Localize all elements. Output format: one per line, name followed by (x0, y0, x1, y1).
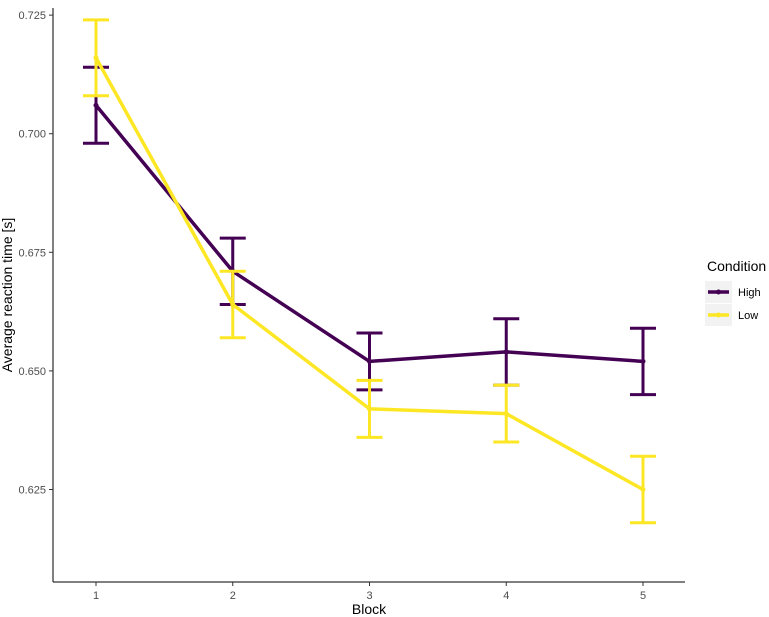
data-point-low (93, 55, 99, 61)
data-point-low (640, 486, 646, 492)
data-point-high (640, 358, 646, 364)
x-tick-label: 4 (503, 590, 509, 602)
legend-title: Condition (707, 258, 766, 274)
series-low (83, 18, 656, 525)
y-tick-label: 0.675 (18, 247, 46, 259)
y-tick-label: 0.650 (18, 366, 46, 378)
series-line-high (94, 103, 645, 364)
data-point-high (503, 349, 509, 355)
x-tick-label: 1 (93, 590, 99, 602)
legend-label-high: High (738, 287, 761, 299)
x-axis-title: Block (352, 601, 387, 617)
plot-area (83, 18, 656, 525)
data-point-high (93, 102, 99, 108)
data-point-low (503, 411, 509, 417)
y-axis-title: Average reaction time [s] (0, 218, 15, 373)
legend: Condition High Low (705, 258, 766, 326)
y-tick-label: 0.725 (18, 10, 46, 22)
legend-label-low: Low (738, 310, 758, 322)
y-tick-label: 0.700 (18, 129, 46, 141)
data-point-high (367, 358, 372, 364)
series-high (83, 65, 656, 397)
x-tick-label: 3 (366, 590, 372, 602)
x-tick-label: 2 (230, 590, 236, 602)
data-point-low (230, 301, 236, 307)
legend-point-low (716, 312, 721, 318)
data-point-low (367, 406, 372, 412)
axes: 0.625 0.650 0.675 0.700 0.725 1 2 3 4 5 (18, 8, 685, 602)
x-tick-label: 5 (640, 590, 646, 602)
y-tick-label: 0.625 (18, 484, 46, 496)
legend-point-high (716, 289, 721, 295)
